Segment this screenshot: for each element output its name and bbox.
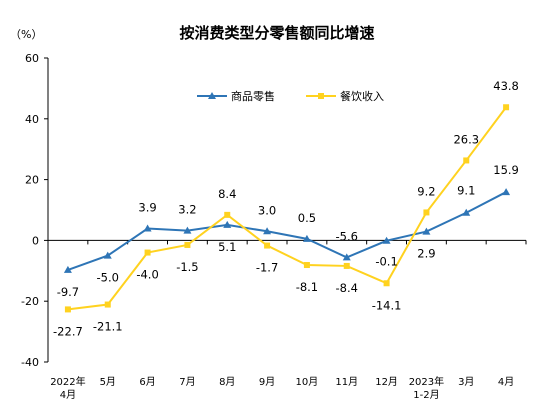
data-point bbox=[343, 262, 350, 269]
data-point bbox=[184, 241, 191, 248]
x-tick-label: 8月 bbox=[219, 376, 235, 388]
data-label: -8.1 bbox=[296, 280, 318, 294]
legend-marker bbox=[208, 92, 216, 99]
legend-label: 餐饮收入 bbox=[340, 89, 384, 103]
data-point bbox=[264, 242, 271, 249]
data-label: 3.2 bbox=[178, 203, 196, 217]
data-label: -1.7 bbox=[256, 261, 278, 275]
x-tick-label: 9月 bbox=[259, 376, 275, 388]
data-label: 2.9 bbox=[417, 247, 435, 261]
series-layer bbox=[63, 104, 511, 313]
data-point bbox=[223, 220, 232, 228]
x-tick-label: 5月 bbox=[100, 376, 116, 388]
y-tick-label: -40 bbox=[21, 356, 39, 369]
data-label: 5.1 bbox=[218, 240, 236, 254]
y-tick-label: 0 bbox=[32, 234, 39, 247]
data-point bbox=[302, 234, 311, 242]
x-tick-label: 4月 bbox=[498, 376, 514, 388]
data-label: 26.3 bbox=[453, 132, 479, 146]
y-tick-label: 60 bbox=[25, 52, 39, 65]
data-point bbox=[503, 104, 510, 111]
data-label: 8.4 bbox=[218, 187, 236, 201]
legend-label: 商品零售 bbox=[231, 89, 275, 103]
data-label: -22.7 bbox=[53, 324, 83, 338]
data-point bbox=[303, 262, 310, 269]
y-tick-label: -20 bbox=[21, 295, 39, 308]
data-label: 3.0 bbox=[258, 203, 276, 217]
data-point bbox=[263, 227, 272, 235]
data-label: -21.1 bbox=[93, 320, 123, 334]
legend: 商品零售 餐饮收入 bbox=[197, 89, 384, 103]
x-tick-label: 11月 bbox=[335, 376, 358, 388]
x-tick-label: 1-2月 bbox=[413, 389, 439, 401]
data-point bbox=[224, 211, 231, 218]
data-label: -1.5 bbox=[176, 260, 198, 274]
legend-marker bbox=[318, 93, 324, 99]
data-point bbox=[502, 188, 511, 196]
data-point bbox=[383, 280, 390, 287]
data-label: 9.1 bbox=[457, 184, 475, 198]
data-label: -9.7 bbox=[57, 285, 79, 299]
data-label: -5.6 bbox=[336, 229, 358, 243]
data-label: 43.8 bbox=[493, 79, 519, 93]
data-label: 0.5 bbox=[298, 211, 316, 225]
x-tick-label: 2022年 bbox=[50, 375, 85, 388]
series-line-1 bbox=[67, 191, 507, 271]
series-line-2 bbox=[67, 106, 507, 311]
data-label: -4.0 bbox=[136, 268, 158, 282]
chart-title: 按消费类型分零售额同比增速 bbox=[179, 24, 374, 42]
data-point bbox=[423, 209, 430, 216]
x-tick-label: 10月 bbox=[296, 376, 319, 388]
data-point bbox=[103, 251, 112, 259]
data-label: -14.1 bbox=[372, 298, 402, 312]
x-tick-label: 4月 bbox=[60, 389, 76, 401]
data-point bbox=[382, 236, 391, 244]
data-point bbox=[463, 157, 470, 164]
data-label: 3.9 bbox=[138, 201, 156, 215]
x-tick-label: 6月 bbox=[139, 376, 155, 388]
data-label-layer: -9.7 -5.0 3.9 3.2 5.1 3.0 0.5 -5.6 -0.1 2.9 9.1 15.… bbox=[53, 79, 519, 338]
data-point bbox=[144, 249, 151, 256]
y-tick-label: 40 bbox=[25, 113, 39, 126]
y-axis-unit: （%） bbox=[10, 28, 42, 41]
data-label: -5.0 bbox=[97, 271, 119, 285]
data-point bbox=[342, 253, 351, 261]
data-label: 9.2 bbox=[417, 184, 435, 198]
data-point bbox=[422, 227, 431, 235]
data-point bbox=[64, 306, 71, 313]
y-tick-label: 20 bbox=[25, 174, 39, 187]
x-tick-label: 12月 bbox=[375, 376, 398, 388]
data-point bbox=[462, 208, 471, 216]
data-point bbox=[104, 301, 111, 308]
x-tick-label: 7月 bbox=[179, 376, 195, 388]
data-point bbox=[63, 265, 72, 273]
x-tick-label: 3月 bbox=[458, 376, 474, 388]
data-label: -8.4 bbox=[336, 281, 358, 295]
data-label: 15.9 bbox=[493, 163, 519, 177]
data-point bbox=[183, 226, 192, 234]
x-tick-label: 2023年 bbox=[409, 375, 444, 388]
data-point bbox=[143, 224, 152, 232]
data-label: -0.1 bbox=[375, 255, 397, 269]
